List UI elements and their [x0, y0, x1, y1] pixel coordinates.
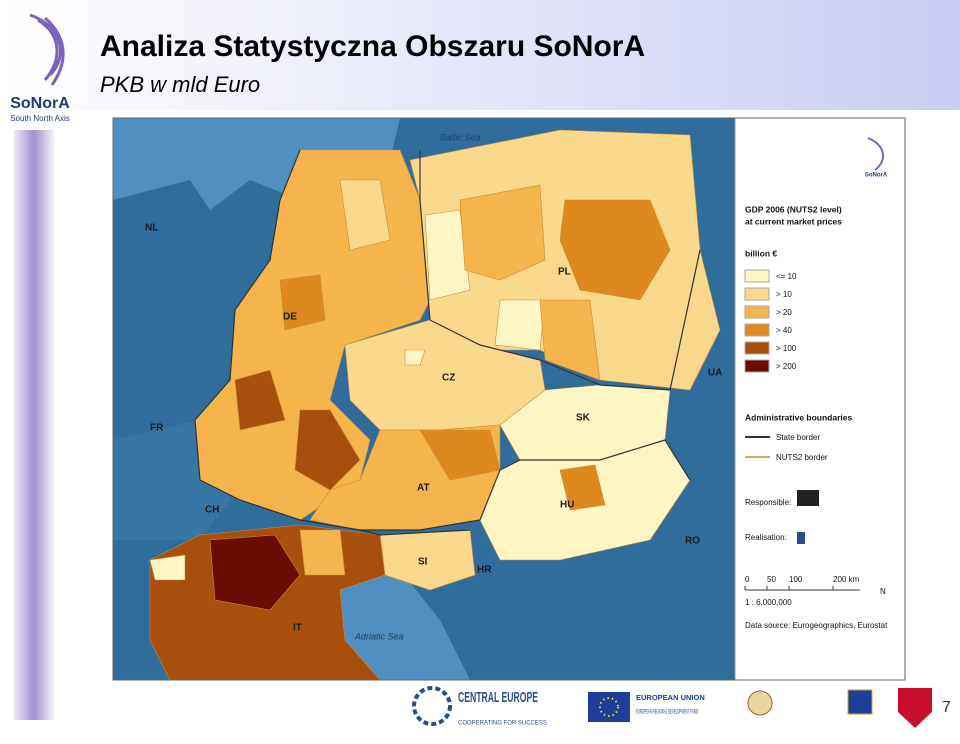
scale-ratio: 1 : 6,000,000 [745, 598, 792, 607]
legend-class-label: > 200 [776, 362, 797, 371]
pomorskie-emblem [898, 688, 932, 728]
scale-tick-label: 50 [767, 575, 776, 584]
legend-nuts2-border: NUTS2 border [776, 453, 828, 462]
map-frame [112, 117, 906, 681]
veneto-emblem [847, 689, 873, 715]
legend-swatch [744, 269, 770, 283]
region [559, 199, 671, 301]
legend: SoNorA GDP 2006 (NUTS2 level) at current… [112, 117, 906, 681]
region [234, 369, 286, 431]
legend-panel [734, 117, 906, 681]
region [149, 554, 186, 581]
region [559, 464, 606, 511]
erdf: EUROPEAN REGIONAL DEVELOPMENT FUND [636, 710, 698, 716]
eu: EUROPEAN UNION [636, 693, 705, 702]
header-band [0, 0, 960, 110]
title: Analiza Statystyczna Obszaru SoNorA [100, 30, 645, 63]
map-label: Adriatic Sea [354, 631, 404, 641]
central-europe: CENTRAL EUROPE [458, 689, 538, 706]
legend-logo-mark [867, 137, 884, 171]
region [299, 529, 346, 576]
map-label: AT [417, 483, 430, 494]
map-label: CZ [442, 373, 455, 384]
central-tagline: COOPERATING FOR SUCCESS [458, 721, 547, 727]
region [424, 209, 471, 301]
legend-subtitle: at current market prices [745, 216, 842, 226]
map-label: SI [418, 557, 428, 568]
logo-tagline: South North Axis [10, 114, 70, 123]
scale-tick-label: 100 [789, 575, 803, 584]
realisation-logo [797, 532, 805, 544]
scale-tick-label: 200 km [833, 575, 860, 584]
map-label: CH [205, 505, 219, 516]
legend-logo: SoNorA [865, 173, 888, 179]
map-label: FR [150, 423, 164, 434]
map: Baltic Sea NL DE PL CZ UA FR SK AT HU CH… [113, 118, 735, 681]
legend-swatch [744, 287, 770, 301]
logo: SoNorA South North Axis [10, 13, 70, 123]
map-label: DE [283, 312, 297, 323]
map-label: RO [685, 536, 700, 547]
region [279, 274, 326, 331]
region [494, 299, 546, 351]
legend-swatch [744, 323, 770, 337]
map-label: HU [560, 500, 574, 511]
region [339, 179, 391, 251]
page-number: 7 [942, 699, 951, 716]
legend-realisation: Realisation: [745, 533, 787, 542]
legend-swatch [744, 305, 770, 319]
footer: CENTRAL EUROPE COOPERATING FOR SUCCESS E… [412, 686, 951, 728]
map-label: HR [477, 565, 492, 576]
map-label: Baltic Sea [440, 132, 481, 142]
data-source: Data source: Eurogeographics, Eurostat [745, 621, 888, 630]
eu-flag [588, 692, 630, 722]
side-strip [14, 130, 54, 720]
legend-class-label: > 100 [776, 344, 797, 353]
italy-emblem [747, 690, 773, 716]
north-arrow: N [880, 587, 886, 596]
legend-class-label: > 40 [776, 326, 792, 335]
region [209, 534, 301, 611]
map-label: IT [293, 623, 302, 634]
legend-boundaries: Administrative boundaries [745, 412, 852, 422]
legend-swatch [744, 341, 770, 355]
state-borders [194, 149, 701, 536]
region [404, 349, 426, 366]
central-europe-logo [412, 686, 452, 726]
legend-class-label: <= 10 [776, 272, 797, 281]
logo-name: SoNorA [10, 95, 70, 112]
subtitle: PKB w mld Euro [100, 72, 260, 97]
map-label: PL [558, 267, 571, 278]
map-label: SK [576, 413, 591, 424]
legend-class-label: > 10 [776, 290, 792, 299]
eu-stars [599, 697, 619, 717]
legend-state-border: State border [776, 433, 820, 442]
region [459, 184, 546, 281]
region [294, 409, 361, 491]
legend-swatch [744, 359, 770, 373]
legend-class-label: > 20 [776, 308, 792, 317]
legend-unit: billion € [745, 248, 777, 258]
legend-title: GDP 2006 (NUTS2 level) [745, 204, 842, 214]
sea [113, 118, 400, 210]
legend-responsible: Responsible: [745, 498, 791, 507]
map-label: UA [708, 368, 722, 379]
dv-logo [797, 490, 819, 506]
region [539, 299, 601, 381]
sea [330, 570, 470, 680]
map-label: NL [145, 223, 158, 234]
scale-tick-label: 0 [745, 575, 750, 584]
